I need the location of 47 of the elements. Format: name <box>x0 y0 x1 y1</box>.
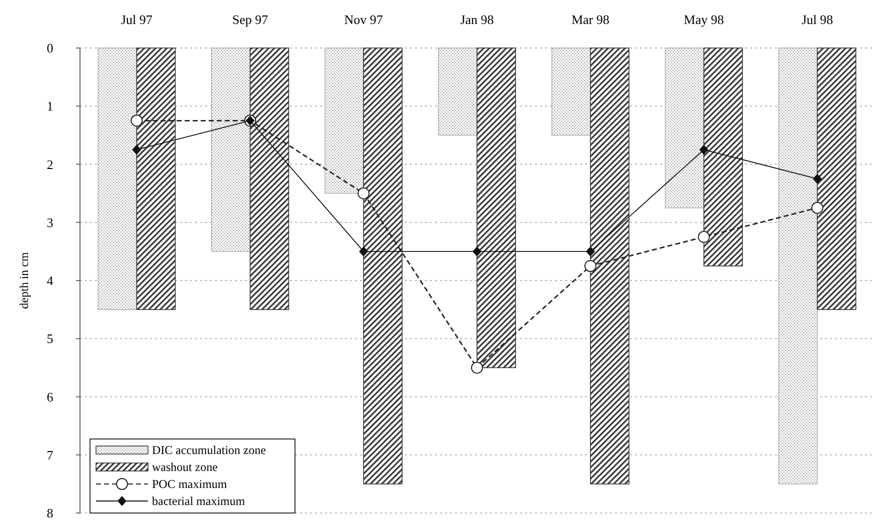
point <box>358 187 370 200</box>
legend-label: bacterial maximum <box>152 494 246 508</box>
bar <box>363 48 403 484</box>
x-tick-label: Nov 97 <box>344 12 384 27</box>
bar <box>703 48 743 266</box>
bar <box>551 48 591 136</box>
y-axis-title: depth in cm <box>17 252 31 309</box>
x-tick-label: Jul 98 <box>802 12 833 27</box>
x-tick-label: May 98 <box>684 12 724 27</box>
point <box>812 174 822 184</box>
bar <box>324 48 364 194</box>
y-tick-label: 3 <box>46 214 54 230</box>
bar <box>250 48 290 310</box>
bar <box>476 48 516 368</box>
point <box>472 246 482 256</box>
y-tick-label: 5 <box>46 331 54 346</box>
bar <box>98 48 138 310</box>
bar <box>664 48 704 208</box>
x-tick-label: Jan 98 <box>460 12 494 27</box>
bar <box>211 48 251 252</box>
point <box>699 144 708 155</box>
point <box>586 246 595 256</box>
y-tick-label: 8 <box>46 506 54 521</box>
point <box>584 260 596 272</box>
legend-label: POC maximum <box>152 477 228 492</box>
point <box>132 144 142 155</box>
legend-label: washout zone <box>152 460 218 474</box>
y-tick-label: 4 <box>46 273 54 288</box>
point <box>130 114 143 127</box>
y-tick-label: 0 <box>46 40 54 56</box>
y-tick-label: 6 <box>46 389 54 404</box>
x-tick-label: Sep 97 <box>232 12 269 27</box>
point <box>811 202 824 214</box>
point <box>698 230 710 243</box>
bar <box>778 48 818 484</box>
bar <box>816 48 856 310</box>
bar <box>136 48 176 310</box>
x-tick-label: Jul 97 <box>121 12 153 27</box>
point <box>359 246 368 256</box>
point <box>471 362 483 374</box>
legend-label: DIC accumulation zone <box>152 443 266 458</box>
y-tick-label: 1 <box>46 98 54 114</box>
y-tick-label: 2 <box>46 156 54 172</box>
x-tick-label: Mar 98 <box>571 12 610 27</box>
bar <box>590 48 630 484</box>
y-tick-label: 7 <box>46 447 54 462</box>
bar <box>438 48 478 136</box>
